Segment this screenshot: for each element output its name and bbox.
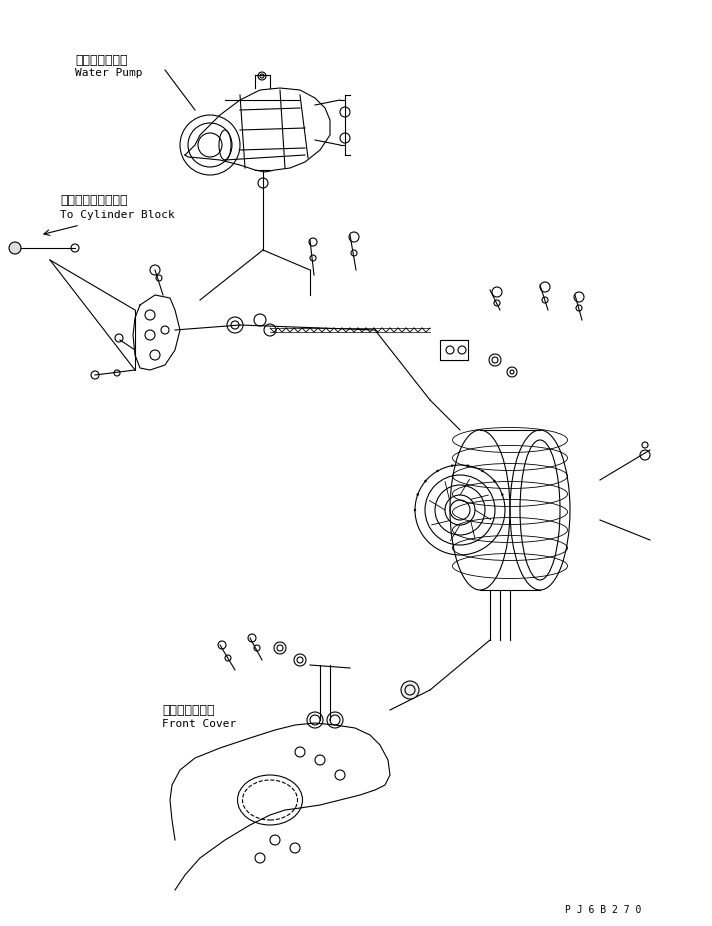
Circle shape [417,494,419,495]
Circle shape [481,470,483,472]
Circle shape [401,681,419,699]
Circle shape [451,465,453,467]
Bar [440,340,468,360]
Circle shape [436,470,439,472]
Circle shape [501,494,503,495]
Circle shape [493,480,496,482]
Text: To Cylinder Block: To Cylinder Block [60,210,174,220]
Polygon shape [133,295,180,370]
Text: Water Pump: Water Pump [75,68,142,78]
Text: フロントカバー: フロントカバー [162,704,214,717]
Circle shape [467,465,468,467]
Circle shape [424,480,426,482]
Text: P J 6 B 2 7 0: P J 6 B 2 7 0 [565,905,642,915]
Text: Front Cover: Front Cover [162,719,236,729]
Circle shape [9,242,21,254]
Text: ウォータポンプ: ウォータポンプ [75,54,127,67]
Circle shape [414,509,416,511]
Text: シリンダブロックへ: シリンダブロックへ [60,194,127,206]
